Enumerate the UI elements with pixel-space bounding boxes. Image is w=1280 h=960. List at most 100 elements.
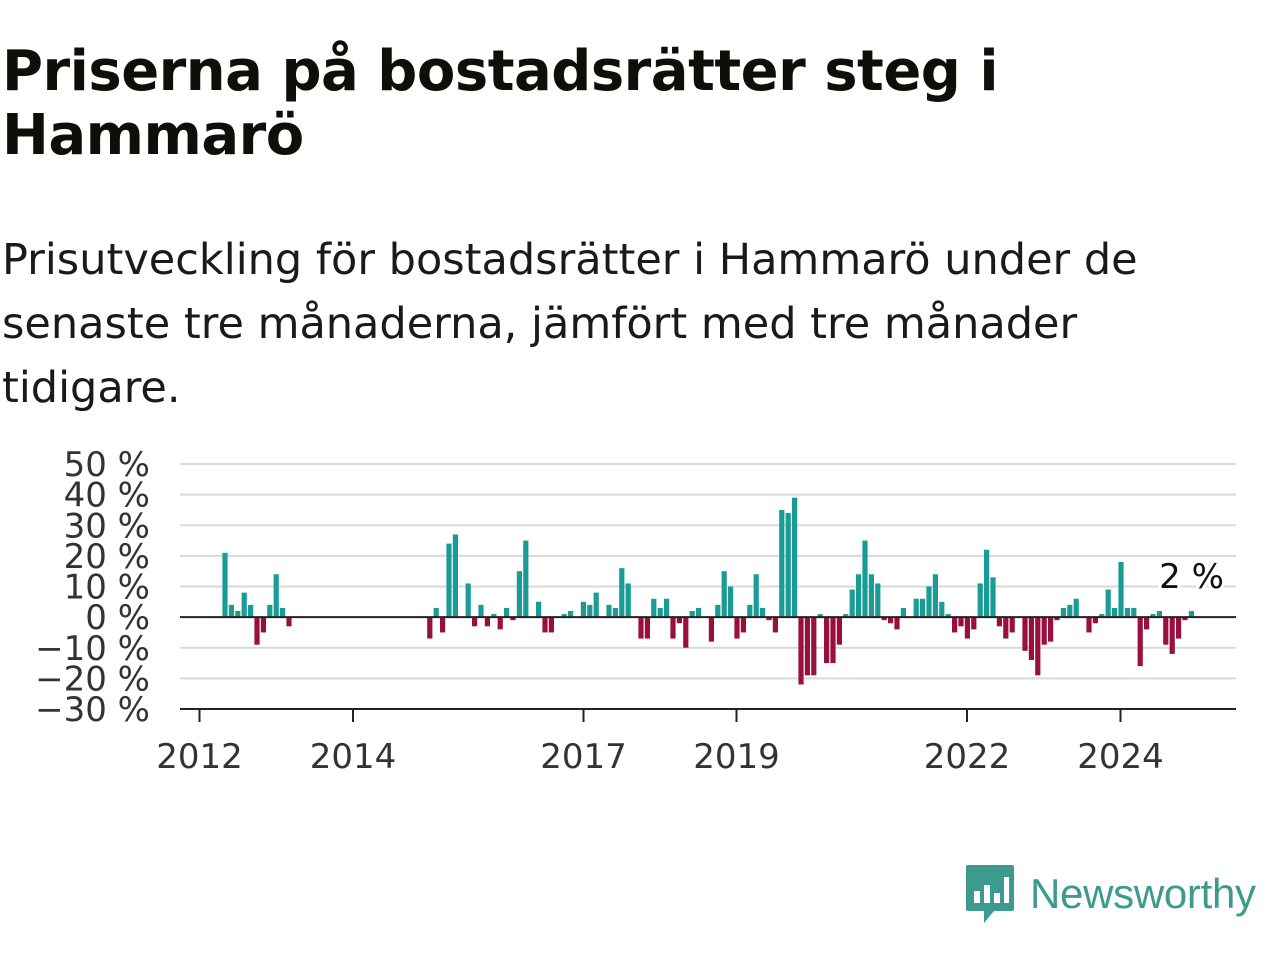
bar xyxy=(964,617,970,639)
bar xyxy=(817,614,823,618)
bar xyxy=(1144,617,1150,630)
bar xyxy=(1105,589,1111,618)
bar xyxy=(913,598,919,618)
bar xyxy=(651,598,657,618)
bar xyxy=(1156,611,1162,618)
bar xyxy=(568,611,574,618)
bar xyxy=(785,513,791,618)
bar xyxy=(497,617,503,630)
bar xyxy=(798,617,804,685)
bar xyxy=(1150,614,1156,618)
y-tick-label: −20 % xyxy=(35,659,150,699)
bars xyxy=(222,497,1194,685)
x-tick-label: 2012 xyxy=(156,737,243,777)
bar xyxy=(638,617,644,639)
bar xyxy=(856,574,862,618)
bar xyxy=(772,617,778,633)
bar xyxy=(932,574,938,618)
bar xyxy=(491,614,497,618)
bar xyxy=(977,583,983,618)
bar xyxy=(894,617,900,630)
bar xyxy=(740,617,746,633)
bar xyxy=(1054,617,1060,621)
bar xyxy=(286,617,292,627)
bar xyxy=(1176,617,1182,639)
bar xyxy=(248,604,254,618)
bar xyxy=(504,607,510,618)
bar xyxy=(708,617,714,642)
last-value-label: 2 % xyxy=(1159,557,1224,597)
bar xyxy=(612,607,618,618)
bar xyxy=(1035,617,1041,676)
bar xyxy=(766,617,772,621)
bar-chart: 50 %40 %30 %20 %10 %0 %−10 %−20 %−30 % 2… xyxy=(35,445,1236,777)
bar xyxy=(836,617,842,645)
bar xyxy=(862,540,868,618)
bar xyxy=(241,592,247,618)
y-tick-label: 40 % xyxy=(64,476,150,516)
bar xyxy=(542,617,548,633)
bar xyxy=(472,617,478,627)
bar xyxy=(452,534,458,618)
bar xyxy=(657,607,663,618)
gridlines xyxy=(180,463,1236,680)
bar xyxy=(1124,607,1130,618)
chart-subtitle: Prisutveckling för bostadsrätter i Hamma… xyxy=(2,235,1138,413)
bar xyxy=(1073,598,1079,618)
bar xyxy=(728,586,734,618)
chart-title: Priserna på bostadsrätter steg i Hammarö xyxy=(2,39,999,169)
bar xyxy=(715,604,721,618)
y-tick-label: 50 % xyxy=(64,445,150,485)
bar xyxy=(670,617,676,639)
bar xyxy=(1009,617,1015,633)
bar xyxy=(984,549,990,618)
bar xyxy=(958,617,964,627)
bar xyxy=(267,604,273,618)
bar xyxy=(228,604,234,618)
bar xyxy=(523,540,529,618)
bar xyxy=(945,614,951,618)
bar xyxy=(478,604,484,618)
bar xyxy=(587,604,593,618)
y-tick-label: −30 % xyxy=(35,690,150,730)
bar xyxy=(900,607,906,618)
bar xyxy=(875,583,881,618)
bar xyxy=(561,614,567,618)
bar xyxy=(696,607,702,618)
bar xyxy=(971,617,977,630)
bar xyxy=(1060,607,1066,618)
y-axis: 50 %40 %30 %20 %10 %0 %−10 %−20 %−30 % xyxy=(35,445,150,730)
bar xyxy=(1067,604,1073,618)
bar xyxy=(664,598,670,618)
bar xyxy=(1041,617,1047,645)
newsworthy-logo-icon xyxy=(966,865,1014,923)
bar xyxy=(465,583,471,618)
bar xyxy=(440,617,446,633)
y-tick-label: −10 % xyxy=(35,629,150,669)
bar xyxy=(689,611,695,618)
bar xyxy=(1092,617,1098,624)
bar xyxy=(996,617,1002,627)
bar xyxy=(606,604,612,618)
bar xyxy=(619,568,625,618)
bar xyxy=(222,552,228,618)
bar xyxy=(484,617,490,627)
brand-name: Newsworthy xyxy=(1030,870,1256,917)
bar xyxy=(926,586,932,618)
brand: Newsworthy xyxy=(964,862,1256,926)
bar xyxy=(811,617,817,676)
x-axis: 2012 2014 2017 2019 2022 2024 xyxy=(156,616,1236,777)
bar xyxy=(1028,617,1034,660)
bar xyxy=(1131,607,1137,618)
bar xyxy=(536,601,542,618)
bar xyxy=(849,589,855,618)
bar xyxy=(920,598,926,618)
bar xyxy=(1112,607,1118,618)
bar xyxy=(792,497,798,618)
bar xyxy=(734,617,740,639)
bar xyxy=(683,617,689,648)
y-tick-label: 10 % xyxy=(64,568,150,608)
bar xyxy=(779,509,785,618)
bar xyxy=(1137,617,1143,667)
bar xyxy=(990,577,996,618)
